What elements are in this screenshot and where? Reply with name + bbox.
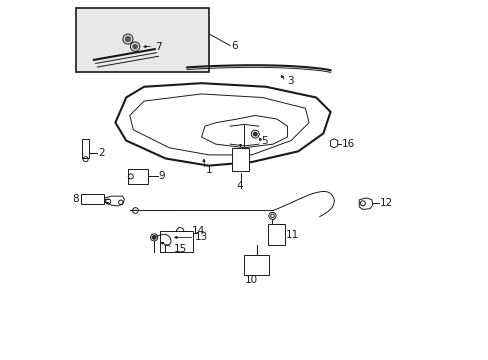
Bar [76, 8, 208, 72]
Text: 2: 2 [98, 148, 104, 158]
Text: 1: 1 [205, 165, 212, 175]
Text: 12: 12 [379, 198, 392, 208]
Text: 5: 5 [261, 136, 267, 145]
Text: 14: 14 [191, 226, 204, 236]
Text: 4: 4 [236, 181, 243, 191]
Bar [231, 148, 249, 171]
Text: 16: 16 [341, 139, 355, 149]
Text: 11: 11 [285, 230, 299, 239]
Bar [160, 231, 192, 252]
Bar [82, 139, 89, 158]
Text: 7: 7 [155, 42, 161, 51]
Text: 13: 13 [195, 232, 208, 242]
Text: 8: 8 [72, 194, 79, 204]
Bar [128, 169, 147, 184]
Circle shape [133, 44, 137, 49]
Circle shape [125, 37, 130, 41]
Text: 3: 3 [286, 76, 293, 86]
Text: 10: 10 [244, 275, 257, 285]
Bar [244, 255, 268, 275]
Text: 9: 9 [158, 171, 165, 181]
Text: 6: 6 [230, 41, 237, 50]
Circle shape [152, 235, 156, 239]
Bar [267, 224, 285, 245]
Text: 15: 15 [173, 244, 186, 254]
Bar [81, 194, 103, 204]
Circle shape [253, 132, 257, 136]
